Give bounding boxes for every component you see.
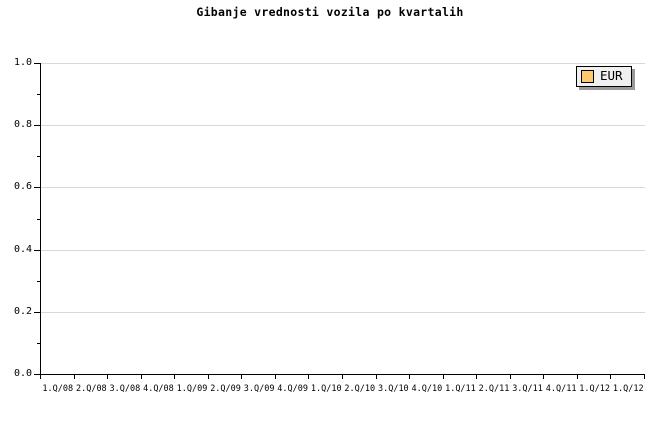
x-tick-label: 1.Q/12 <box>579 384 611 394</box>
y-tick-major <box>34 374 40 375</box>
x-tick <box>207 375 209 379</box>
x-tick <box>509 375 511 379</box>
x-tick-label: 3.Q/08 <box>109 384 141 394</box>
x-tick-label: 1.Q/10 <box>310 384 342 394</box>
y-tick-minor <box>37 156 40 158</box>
x-tick-label: 1.Q/12 <box>612 384 644 394</box>
x-tick <box>375 375 377 379</box>
x-tick-label: 4.Q/11 <box>545 384 577 394</box>
x-tick-label: 3.Q/09 <box>243 384 275 394</box>
x-tick <box>644 375 645 379</box>
plot-area <box>40 63 645 375</box>
x-tick <box>409 375 411 379</box>
y-tick-label: 0.2 <box>13 305 32 317</box>
y-grid-line <box>41 249 645 251</box>
legend-swatch-eur <box>581 70 594 83</box>
x-tick-label: 3.Q/10 <box>377 384 409 394</box>
x-tick-label: 1.Q/09 <box>176 384 208 394</box>
y-tick-label: 0.0 <box>13 368 32 379</box>
y-tick-label: 0.6 <box>13 181 32 193</box>
y-tick-major <box>34 125 40 127</box>
x-tick <box>40 375 41 379</box>
x-tick-label: 2.Q/10 <box>344 384 376 394</box>
x-tick <box>107 375 109 379</box>
y-grid-line <box>41 125 645 127</box>
x-tick-label: 1.Q/08 <box>42 384 74 394</box>
y-tick-major <box>34 187 40 189</box>
y-grid-line <box>41 63 645 64</box>
x-tick-label: 4.Q/09 <box>277 384 309 394</box>
x-tick-label: 4.Q/10 <box>411 384 443 394</box>
y-grid-line <box>41 187 645 189</box>
y-tick-minor <box>37 342 40 344</box>
x-tick <box>543 375 545 379</box>
x-tick <box>174 375 176 379</box>
x-tick <box>342 375 343 379</box>
x-tick <box>442 375 444 379</box>
x-tick-label: 2.Q/09 <box>210 384 241 394</box>
x-tick-label: 2.Q/11 <box>478 384 510 394</box>
legend-label-eur: EUR <box>600 68 623 84</box>
y-tick-label: 1.0 <box>13 57 32 68</box>
x-tick <box>241 375 243 379</box>
y-tick-minor <box>37 218 40 220</box>
x-tick <box>274 375 276 379</box>
chart-title: Gibanje vrednosti vozila po kvartalih <box>196 5 464 19</box>
x-tick <box>140 375 142 379</box>
y-tick-major <box>34 249 40 251</box>
x-tick-label: 1.Q/11 <box>445 384 476 394</box>
y-tick-label: 0.4 <box>13 243 32 255</box>
x-tick-label: 3.Q/11 <box>512 384 543 394</box>
y-grid-line <box>41 311 645 313</box>
y-tick-label: 0.8 <box>13 119 32 131</box>
y-tick-major <box>34 311 40 313</box>
x-tick-label: 2.Q/08 <box>75 384 107 394</box>
y-tick-minor <box>37 94 40 96</box>
x-tick <box>576 375 578 379</box>
y-tick-major <box>34 63 40 64</box>
x-tick <box>610 375 612 379</box>
legend: EUR <box>576 66 632 87</box>
x-tick <box>308 375 310 379</box>
x-tick <box>73 375 75 379</box>
x-tick <box>476 375 478 379</box>
y-tick-minor <box>37 280 40 282</box>
x-tick-label: 4.Q/08 <box>143 384 174 394</box>
